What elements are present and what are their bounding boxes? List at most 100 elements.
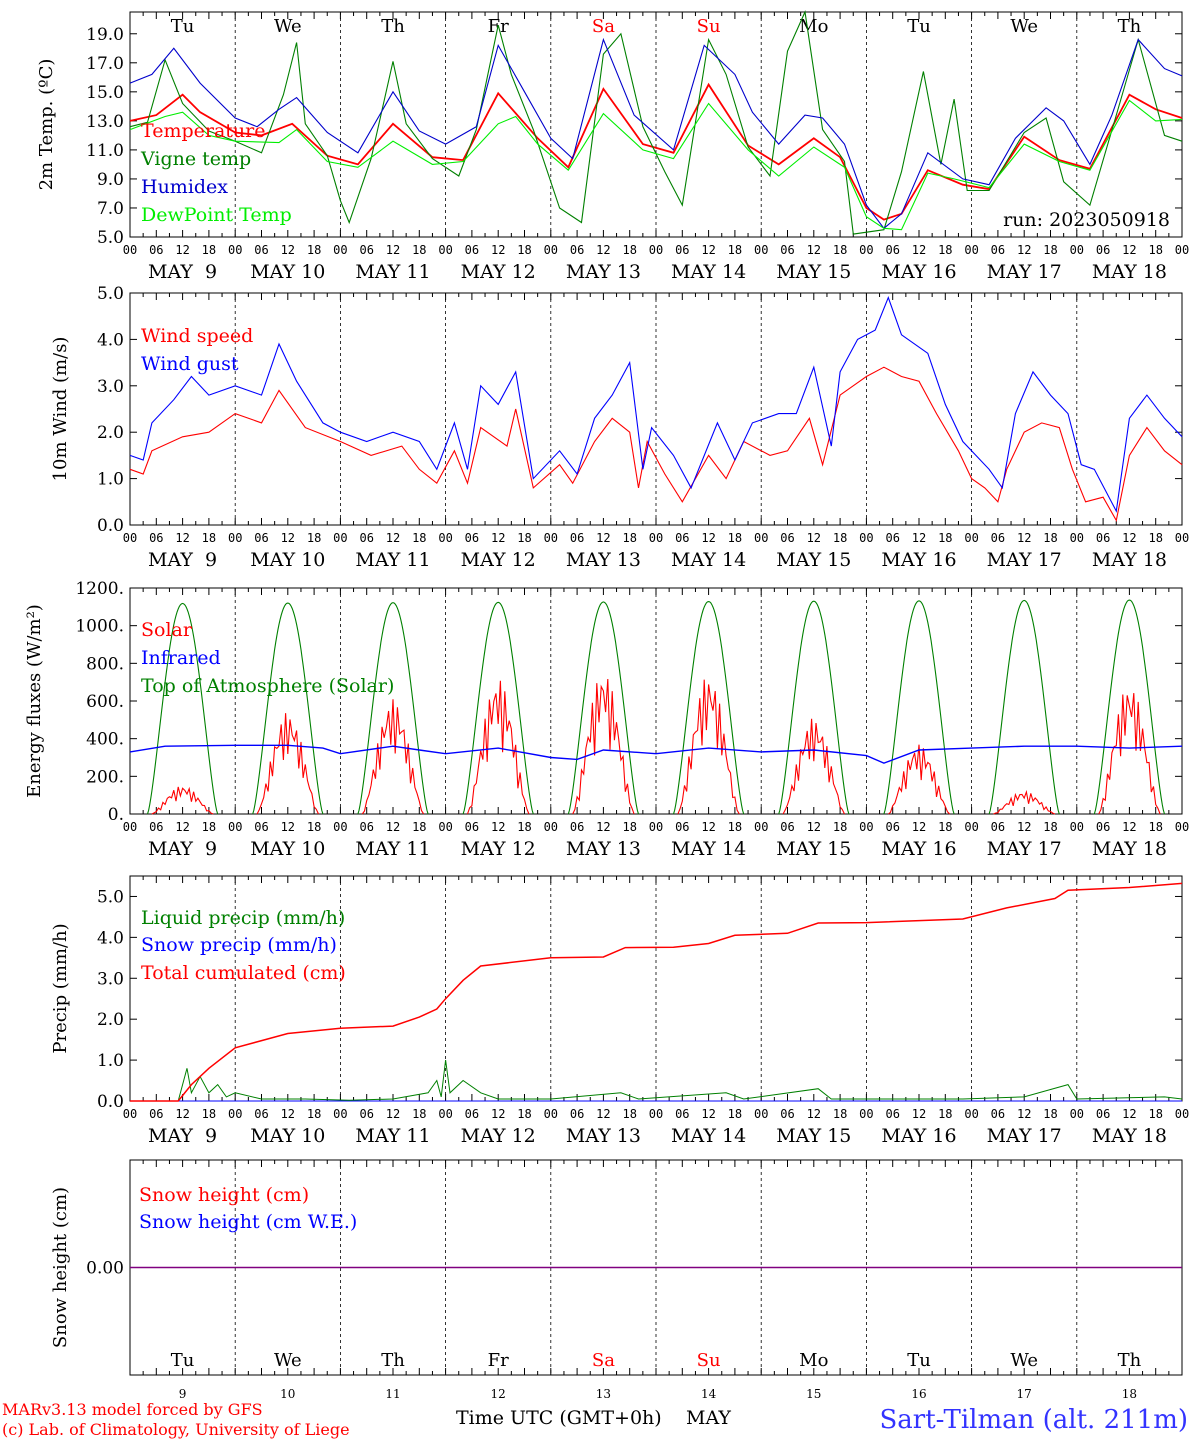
weekday-label: Tu <box>171 16 195 37</box>
hour-tick-label: 06 <box>780 243 794 257</box>
hour-tick-label: 00 <box>754 243 768 257</box>
hour-tick-label: 06 <box>1096 1107 1110 1121</box>
date-label: MAY 12 <box>461 838 536 860</box>
hour-tick-label: 18 <box>1043 531 1057 545</box>
y-tick-label: 11.0 <box>86 141 124 161</box>
legend-entry: Total cumulated (cm) <box>141 962 346 984</box>
y-tick-label: 600. <box>86 692 124 712</box>
hour-tick-label: 06 <box>149 531 163 545</box>
hour-tick-label: 06 <box>149 820 163 834</box>
date-label: MAY 17 <box>987 261 1062 283</box>
day-number-label: 18 <box>1122 1387 1137 1401</box>
legend-entry: Snow height (cm W.E.) <box>139 1211 357 1233</box>
legend-entry: Humidex <box>141 176 228 198</box>
date-label: MAY 11 <box>355 261 430 283</box>
hour-tick-label: 12 <box>491 531 505 545</box>
hour-tick-label: 18 <box>938 243 952 257</box>
station-label: Sart-Tilman (alt. 211m) <box>879 1405 1188 1435</box>
legend-entry: Vigne temp <box>140 148 251 170</box>
hour-tick-label: 18 <box>833 531 847 545</box>
y-tick-label: 5.0 <box>97 887 124 907</box>
hour-tick-label: 00 <box>438 1107 452 1121</box>
hour-tick-label: 18 <box>1043 243 1057 257</box>
hour-tick-label: 00 <box>1175 243 1189 257</box>
hour-tick-label: 00 <box>964 531 978 545</box>
hour-tick-label: 00 <box>123 820 137 834</box>
legend-entry: DewPoint Temp <box>141 204 292 226</box>
hour-tick-label: 00 <box>1070 243 1084 257</box>
hour-tick-label: 00 <box>649 1107 663 1121</box>
hour-tick-label: 12 <box>386 820 400 834</box>
hour-tick-label: 00 <box>754 1107 768 1121</box>
hour-tick-label: 18 <box>307 243 321 257</box>
y-axis-label: 2m Temp. (ºC) <box>36 59 57 191</box>
hour-tick-label: 12 <box>596 820 610 834</box>
hour-tick-label: 12 <box>701 1107 715 1121</box>
hour-tick-label: 18 <box>307 820 321 834</box>
hour-tick-label: 06 <box>675 1107 689 1121</box>
hour-tick-label: 06 <box>570 820 584 834</box>
hour-tick-label: 18 <box>412 531 426 545</box>
hour-tick-label: 12 <box>491 820 505 834</box>
wind-panel: 00 06 12 18 MAY 9 00 06 12 18 MAY 10 00 06 12 18 MAY 1… <box>123 292 1189 571</box>
hour-tick-label: 18 <box>1043 820 1057 834</box>
month-label: MAY <box>686 1407 731 1429</box>
date-label: MAY 14 <box>671 261 746 283</box>
date-label: MAY 16 <box>881 1125 956 1147</box>
weekday-label: We <box>1010 1350 1038 1371</box>
hour-tick-label: 12 <box>701 531 715 545</box>
dewpoint-line <box>129 99 1183 231</box>
weekday-label: Th <box>1118 16 1142 37</box>
hour-tick-label: 06 <box>359 1107 373 1121</box>
date-label: MAY 18 <box>1092 549 1167 571</box>
humidex-line <box>129 37 1183 230</box>
hour-tick-label: 06 <box>254 1107 268 1121</box>
hour-tick-label: 00 <box>123 531 137 545</box>
hour-tick-label: 18 <box>622 243 636 257</box>
hour-tick-label: 06 <box>885 531 899 545</box>
hour-tick-label: 00 <box>964 1107 978 1121</box>
hour-tick-label: 00 <box>333 243 347 257</box>
hour-tick-label: 06 <box>359 243 373 257</box>
legend-entry: Snow precip (mm/h) <box>141 934 337 956</box>
date-label: MAY 10 <box>250 261 325 283</box>
hour-tick-label: 12 <box>1122 531 1136 545</box>
hour-tick-label: 12 <box>1017 1107 1031 1121</box>
x-axis-label: Time UTC (GMT+0h) <box>456 1407 662 1429</box>
date-label: MAY 18 <box>1092 261 1167 283</box>
hour-tick-label: 00 <box>1175 531 1189 545</box>
energy-panel: 00 06 12 18 MAY 9 00 06 12 18 MAY 10 00 06 12 18 MAY 1… <box>123 587 1189 860</box>
date-label: MAY 10 <box>250 1125 325 1147</box>
hour-tick-label: 18 <box>938 531 952 545</box>
y-tick-label: 19.0 <box>86 25 124 45</box>
hour-tick-label: 06 <box>570 531 584 545</box>
y-tick-label: 0. <box>108 805 124 825</box>
y-tick-label: 2.0 <box>97 423 124 443</box>
hour-tick-label: 12 <box>1017 243 1031 257</box>
run-annotation: run: 2023050918 <box>1003 209 1170 231</box>
hour-tick-label: 06 <box>991 243 1005 257</box>
hour-tick-label: 06 <box>1096 820 1110 834</box>
date-label: MAY 12 <box>461 549 536 571</box>
date-label: MAY 13 <box>566 261 641 283</box>
hour-tick-label: 00 <box>1070 531 1084 545</box>
date-label: MAY 17 <box>987 1125 1062 1147</box>
date-label: MAY 16 <box>881 261 956 283</box>
y-tick-label: 1000. <box>75 617 124 637</box>
hour-tick-label: 12 <box>807 531 821 545</box>
model-credit: MARv3.13 model forced by GFS <box>2 1400 263 1419</box>
vigne-temp-line <box>129 10 1183 235</box>
hour-tick-label: 18 <box>833 820 847 834</box>
temperature-panel: 00 06 12 18 MAY 9 00 06 12 18 MAY 10 00 06 12 18 MAY 1… <box>123 11 1189 283</box>
date-label: MAY 15 <box>776 838 851 860</box>
hour-tick-label: 18 <box>622 1107 636 1121</box>
hour-tick-label: 12 <box>1122 1107 1136 1121</box>
date-label: MAY 15 <box>776 261 851 283</box>
hour-tick-label: 12 <box>281 243 295 257</box>
hour-tick-label: 18 <box>1043 1107 1057 1121</box>
date-label: MAY 14 <box>671 549 746 571</box>
hour-tick-label: 00 <box>544 243 558 257</box>
precip-panel: 00 06 12 18 MAY 9 00 06 12 18 MAY 10 00 06 12 18 MAY 1… <box>123 875 1189 1147</box>
hour-tick-label: 00 <box>544 531 558 545</box>
hour-tick-label: 12 <box>701 820 715 834</box>
